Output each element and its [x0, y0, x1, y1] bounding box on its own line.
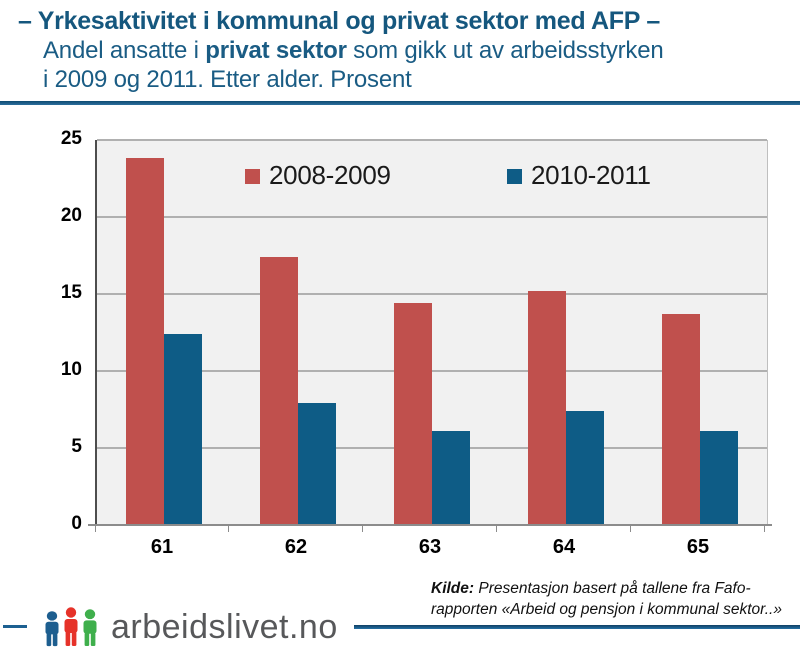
logo-left-dash	[3, 625, 27, 628]
legend-swatch-2008-2009	[245, 169, 260, 184]
bar-2008-2009-61	[126, 158, 164, 525]
x-axis-line	[88, 524, 772, 526]
y-tick-label: 5	[71, 436, 82, 457]
source-text-line2: rapporten «Arbeid og pensjon i kommunal …	[431, 601, 782, 618]
x-axis-tick	[496, 526, 497, 532]
logo-row: arbeidslivet.no	[0, 605, 800, 648]
bar-2008-2009-64	[528, 290, 566, 525]
bar-2008-2009-62	[260, 257, 298, 525]
header-divider	[0, 101, 800, 105]
page-title: – Yrkesaktivitet i kommunal og privat se…	[18, 7, 660, 35]
legend-label: 2008-2009	[269, 160, 391, 190]
subtitle-post: som gikk ut av arbeidsstyrken	[346, 37, 664, 64]
bar-2010-2011-62	[298, 403, 336, 525]
x-axis-tick	[228, 526, 229, 532]
subtitle-pre: Andel ansatte i	[43, 37, 206, 64]
person-icon-red	[64, 606, 78, 646]
gridline-10	[97, 370, 767, 372]
gridline-20	[97, 216, 767, 218]
person-icon-blue	[45, 610, 59, 646]
x-tick-label: 64	[552, 536, 576, 558]
header: – Yrkesaktivitet i kommunal og privat se…	[18, 6, 792, 94]
subtitle-line2: i 2009 og 2011. Etter alder. Prosent	[43, 66, 412, 93]
bar-2008-2009-65	[662, 314, 700, 525]
footer-line	[353, 624, 800, 629]
bar-2010-2011-65	[700, 431, 738, 525]
bar-2008-2009-63	[394, 303, 432, 525]
x-axis-tick	[362, 526, 363, 532]
subtitle-line1: Andel ansatte i privat sektor som gikk u…	[43, 36, 792, 65]
gridline-15	[97, 293, 767, 295]
x-axis-tick	[764, 526, 765, 532]
x-tick-label: 63	[418, 536, 442, 558]
subtitle-bold: privat sektor	[205, 37, 347, 64]
y-tick-label: 25	[60, 128, 82, 149]
y-tick-label: 20	[60, 205, 82, 226]
bar-2010-2011-64	[566, 411, 604, 525]
logo-text: arbeidslivet.no	[111, 607, 338, 646]
x-axis-tick	[630, 526, 631, 532]
x-axis-tick	[95, 526, 96, 532]
legend-item-2008-2009: 2008-2009	[245, 160, 391, 191]
legend-swatch-2010-2011	[507, 169, 522, 184]
x-tick-label: 62	[284, 536, 308, 558]
bar-2010-2011-61	[164, 334, 202, 525]
y-tick-label: 10	[60, 359, 82, 380]
plot-area	[95, 139, 768, 525]
people-icons	[44, 606, 98, 647]
y-tick-label: 15	[60, 282, 82, 303]
x-tick-label: 61	[150, 536, 174, 558]
legend-item-2010-2011: 2010-2011	[507, 160, 651, 191]
bar-2010-2011-63	[432, 431, 470, 525]
source-label: Kilde:	[431, 580, 475, 597]
y-tick-label: 0	[71, 513, 82, 534]
gridline-25	[97, 139, 767, 141]
legend-label: 2010-2011	[531, 160, 651, 190]
source-text-line1: Presentasjon basert på tallene fra Fafo-	[474, 580, 751, 597]
x-tick-label: 65	[686, 536, 710, 558]
source-note: Kilde: Presentasjon basert på tallene fr…	[431, 578, 782, 620]
person-icon-green	[83, 608, 97, 646]
